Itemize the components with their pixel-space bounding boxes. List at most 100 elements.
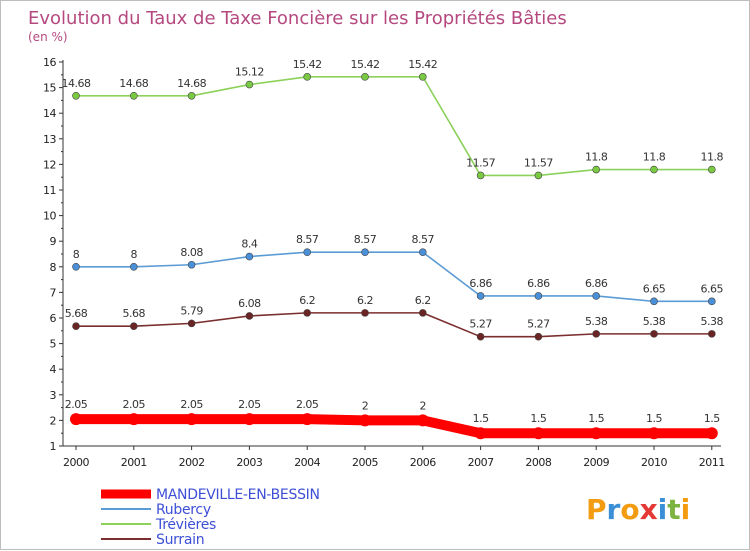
data-point-mandeville-en-bessin	[243, 413, 256, 426]
data-label-surrain: 5.38	[701, 315, 724, 328]
legend-label: Surrain	[156, 532, 204, 548]
data-point-rubercy	[72, 262, 80, 271]
logo-letter: r	[607, 493, 621, 526]
data-point-rubercy	[303, 248, 312, 257]
data-label-surrain: 6.2	[299, 294, 315, 307]
data-label-surrain: 6.2	[357, 294, 373, 307]
data-label-mandeville-en-bessin: 2.05	[296, 398, 319, 411]
data-label-surrain: 5.68	[65, 307, 88, 320]
data-label-mandeville-en-bessin: 1.5	[704, 412, 720, 425]
data-point-rubercy	[534, 292, 543, 300]
data-point-surrain	[130, 322, 138, 330]
data-label-mandeville-en-bessin: 2.05	[65, 398, 88, 411]
y-tick-label: 7	[50, 286, 57, 299]
data-point-mandeville-en-bessin	[416, 414, 429, 427]
data-point-surrain	[187, 319, 196, 328]
x-tick-label: 2009	[583, 456, 609, 469]
y-tick-label: 13	[43, 133, 56, 146]
y-tick-label: 12	[43, 158, 56, 171]
data-point-surrain	[534, 332, 543, 341]
data-point-tr-vi-res	[187, 91, 196, 100]
data-label-mandeville-en-bessin: 2.05	[180, 398, 203, 411]
data-label-rubercy: 6.65	[643, 282, 666, 295]
logo-letter: x	[640, 493, 658, 526]
data-label-rubercy: 6.86	[527, 277, 550, 290]
data-label-mandeville-en-bessin: 1.5	[473, 412, 489, 425]
x-tick-label: 2003	[236, 456, 262, 469]
x-tick-label: 2002	[179, 456, 205, 469]
data-label-surrain: 5.38	[585, 315, 608, 328]
data-label-tr-vi-res: 15.42	[408, 58, 437, 71]
data-labels: 14.68 14.68 14.68 15.12 15.42 15.42 15.42 11.57…	[62, 58, 725, 425]
data-label-surrain: 5.27	[469, 318, 492, 331]
data-label-rubercy: 8	[131, 248, 138, 261]
logo-letter: i	[681, 493, 691, 526]
data-label-rubercy: 8.4	[241, 238, 257, 251]
data-point-tr-vi-res	[534, 171, 543, 180]
data-label-rubercy: 6.86	[585, 277, 608, 290]
data-label-tr-vi-res: 11.8	[643, 151, 666, 164]
chart-title: Evolution du Taux de Taxe Foncière sur l…	[28, 8, 567, 29]
data-point-surrain	[303, 309, 312, 317]
series-layer	[70, 73, 718, 440]
data-label-tr-vi-res: 15.42	[351, 58, 380, 71]
series-line-mandeville-en-bessin	[71, 414, 717, 439]
proxiti-logo: Proxiti	[586, 493, 690, 526]
y-tick-label: 4	[50, 363, 57, 376]
data-point-rubercy	[650, 297, 658, 306]
data-point-surrain	[72, 322, 80, 330]
data-label-surrain: 5.27	[527, 318, 550, 331]
data-label-tr-vi-res: 14.68	[119, 77, 148, 90]
y-tick-label: 14	[43, 107, 56, 120]
logo-letter: o	[620, 493, 639, 526]
data-point-mandeville-en-bessin	[301, 413, 314, 426]
logo-letter: t	[667, 493, 680, 526]
y-tick-label: 10	[43, 210, 56, 223]
x-tick-label: 2005	[352, 456, 378, 469]
y-tick-label: 16	[43, 56, 56, 69]
data-point-surrain	[476, 332, 485, 341]
data-label-mandeville-en-bessin: 2.05	[238, 398, 261, 411]
data-label-rubercy: 6.86	[469, 277, 492, 290]
data-label-tr-vi-res: 14.68	[177, 77, 206, 90]
data-label-mandeville-en-bessin: 2	[420, 399, 427, 412]
chart-subtitle: (en %)	[28, 30, 68, 44]
data-point-tr-vi-res	[361, 73, 369, 81]
data-point-mandeville-en-bessin	[359, 414, 371, 427]
logo-letter: P	[586, 493, 607, 526]
data-point-mandeville-en-bessin	[70, 413, 82, 426]
data-point-mandeville-en-bessin	[590, 427, 603, 440]
data-label-rubercy: 8.57	[354, 233, 377, 246]
series-line-rubercy	[75, 251, 713, 303]
data-label-mandeville-en-bessin: 1.5	[646, 412, 662, 425]
y-tick-label: 11	[43, 184, 56, 197]
data-label-surrain: 6.2	[415, 294, 431, 307]
data-label-mandeville-en-bessin: 2	[362, 399, 369, 412]
data-point-tr-vi-res	[592, 165, 601, 174]
data-label-tr-vi-res: 14.68	[62, 77, 91, 90]
series-line-surrain	[75, 312, 713, 338]
data-point-tr-vi-res	[418, 73, 427, 81]
data-point-mandeville-en-bessin	[532, 427, 545, 440]
data-point-rubercy	[130, 262, 138, 271]
data-point-rubercy	[245, 252, 254, 261]
data-label-rubercy: 8.57	[296, 233, 319, 246]
data-label-tr-vi-res: 11.57	[466, 156, 495, 169]
y-tick-label: 2	[50, 414, 57, 427]
legend-label: MANDEVILLE-EN-BESSIN	[156, 487, 320, 503]
y-tick-label: 1	[50, 440, 57, 453]
legend-label: Rubercy	[156, 502, 211, 518]
x-tick-label: 2004	[294, 456, 320, 469]
data-label-surrain: 5.79	[180, 304, 203, 317]
x-tick-label: 2008	[525, 456, 551, 469]
y-tick-label: 15	[43, 82, 56, 95]
legend: MANDEVILLE-EN-BESSINRubercyTrévièresSurr…	[101, 487, 320, 548]
data-label-tr-vi-res: 11.8	[585, 151, 608, 164]
data-label-surrain: 5.68	[123, 307, 146, 320]
data-point-mandeville-en-bessin	[648, 427, 660, 440]
data-point-tr-vi-res	[245, 80, 254, 89]
y-tick-label: 5	[50, 338, 57, 351]
